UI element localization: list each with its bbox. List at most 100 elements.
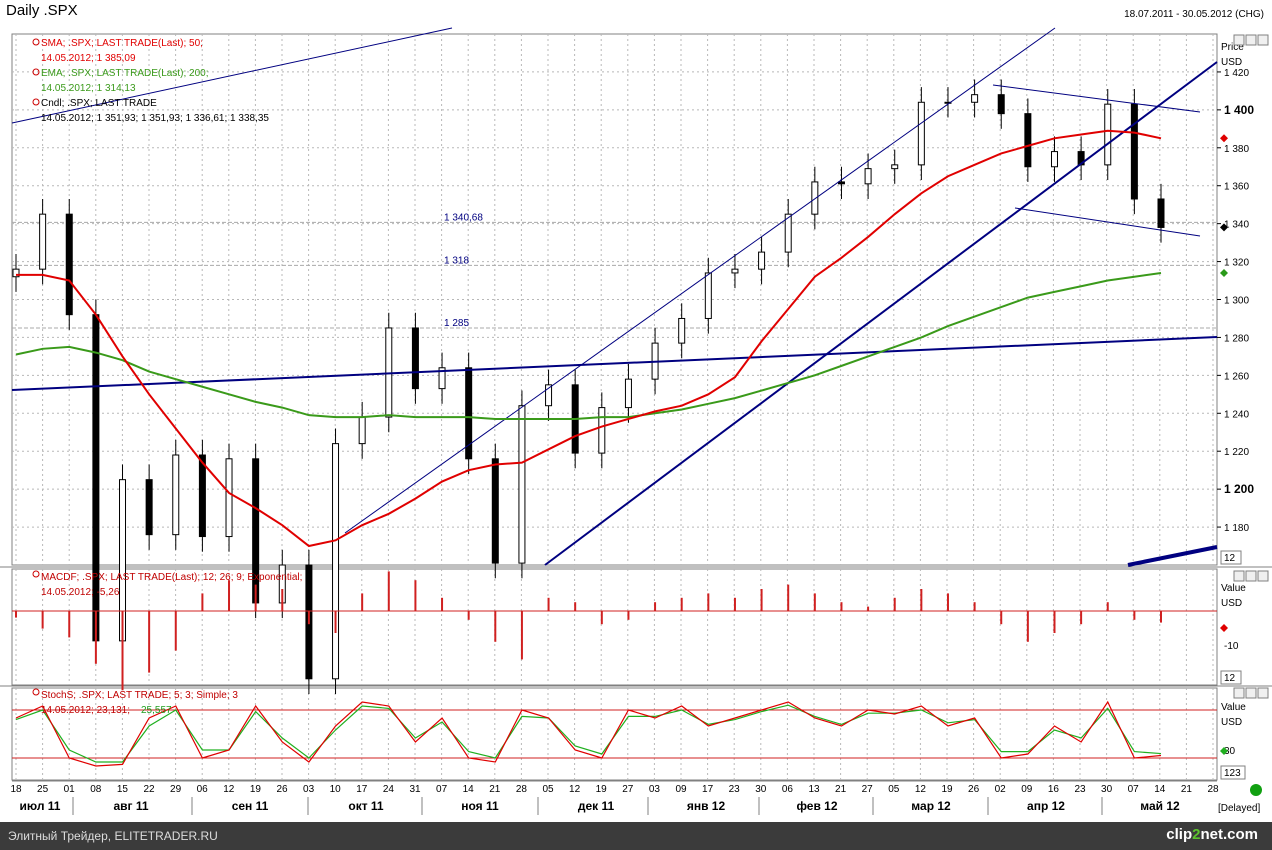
candle-body <box>1130 103 1138 200</box>
price-tick-label: 1 420 <box>1224 68 1249 79</box>
day-tick-label: 14 <box>1154 784 1166 795</box>
day-tick-label: 17 <box>702 784 714 795</box>
stoch-corner-label: 123 <box>1224 768 1241 779</box>
month-label: апр 12 <box>1027 799 1065 813</box>
candle-body <box>678 317 686 344</box>
level-label: 1 318 <box>444 255 469 266</box>
candle-body <box>864 168 872 185</box>
month-label: фев 12 <box>796 799 837 813</box>
price-tick-label: 1 240 <box>1224 409 1249 420</box>
candle-body <box>944 101 952 104</box>
stoch-tick-label: 30 <box>1224 746 1236 757</box>
day-tick-label: 21 <box>1181 784 1193 795</box>
trendline-horizontal <box>11 336 1218 391</box>
day-tick-label: 03 <box>303 784 315 795</box>
trendline-wedge-bottom <box>1014 207 1201 237</box>
candle-body <box>438 367 446 390</box>
legend-line1: SMA; .SPX; LAST TRADE(Last); 50; <box>41 38 203 49</box>
price-tick-label: 1 220 <box>1224 447 1249 458</box>
price-tick-label: 1 180 <box>1224 523 1249 534</box>
price-tick-label: 1 200 <box>1224 482 1254 496</box>
legend-icon <box>32 98 40 106</box>
ema200-line <box>15 271 1162 420</box>
day-tick-label: 05 <box>888 784 900 795</box>
trendline-bottom-right <box>1127 545 1218 567</box>
candle-body <box>332 443 340 680</box>
day-tick-label: 18 <box>10 784 22 795</box>
day-tick-label: 28 <box>516 784 528 795</box>
candle-body <box>704 272 712 319</box>
chart-title: Daily .SPX <box>6 2 78 19</box>
legend-line1: Cndl; .SPX; LAST TRADE <box>41 98 157 109</box>
price-marker <box>1220 223 1228 232</box>
day-tick-label: 06 <box>197 784 209 795</box>
day-tick-label: 21 <box>489 784 501 795</box>
candle-body <box>518 405 526 564</box>
day-tick-label: 08 <box>90 784 102 795</box>
day-tick-label: 12 <box>915 784 927 795</box>
macd-minimize-button[interactable] <box>1233 570 1245 582</box>
day-tick-label: 25 <box>37 784 49 795</box>
status-dot <box>1250 784 1262 796</box>
day-tick-label: 28 <box>1207 784 1219 795</box>
month-label: ноя 11 <box>461 799 499 813</box>
level-label: 1 285 <box>444 318 469 329</box>
month-label: май 12 <box>1140 799 1180 813</box>
price-axis-title: Price <box>1221 42 1244 53</box>
day-tick-label: 26 <box>276 784 288 795</box>
day-tick-label: 01 <box>64 784 76 795</box>
legend-icon <box>32 68 40 76</box>
macd-corner-label: 12 <box>1224 673 1236 684</box>
sma-marker <box>1220 134 1228 143</box>
day-tick-label: 21 <box>835 784 847 795</box>
chart-svg[interactable]: 18 25 01 08 15 22 29 06 12 19 26 03 10 17 24 31 07 14 21 28… <box>0 0 1272 822</box>
stoch-close-button[interactable] <box>1257 687 1269 699</box>
month-label: окт 11 <box>348 799 384 813</box>
macd-axis-unit: USD <box>1221 598 1242 609</box>
price-minimize-button[interactable] <box>1233 34 1245 46</box>
macd-legend-icon <box>32 570 40 578</box>
candle-body <box>997 94 1005 115</box>
candle-body <box>1050 151 1058 168</box>
macd-legend-line1: MACDF; .SPX; LAST TRADE(Last); 12; 26; 9… <box>41 572 302 583</box>
stoch-legend-icon <box>32 688 40 696</box>
day-tick-label: 27 <box>862 784 874 795</box>
legend-line2: 14.05.2012; 1 314,13 <box>41 83 136 94</box>
candle-body <box>598 407 606 454</box>
clip2net-logo[interactable]: clip2net.com <box>1166 826 1258 843</box>
candle-body <box>198 454 206 538</box>
stoch-axis-unit: USD <box>1221 717 1242 728</box>
price-corner-box <box>1220 550 1242 565</box>
day-tick-label: 02 <box>995 784 1007 795</box>
ema-marker <box>1220 268 1228 277</box>
month-label: янв 12 <box>687 799 726 813</box>
stoch-marker <box>1220 747 1228 755</box>
candle-body <box>917 101 925 166</box>
macd-close-button[interactable] <box>1257 570 1269 582</box>
macd-maximize-button[interactable] <box>1245 570 1257 582</box>
price-close-button[interactable] <box>1257 34 1269 46</box>
macd-panel-frame <box>11 568 1218 686</box>
candle-body <box>172 454 180 536</box>
stoch-minimize-button[interactable] <box>1233 687 1245 699</box>
candle-body <box>545 384 553 407</box>
status-label: [Delayed] <box>1218 803 1260 814</box>
level-label: 1 340,68 <box>444 212 483 223</box>
sma50-line <box>16 129 1162 548</box>
candle-body <box>225 458 233 538</box>
day-tick-label: 07 <box>436 784 448 795</box>
candle-body <box>624 378 632 409</box>
candle-body <box>1157 198 1165 228</box>
candle-body <box>39 213 47 270</box>
candle-body <box>65 213 73 316</box>
day-tick-label: 16 <box>1048 784 1060 795</box>
candle-body <box>465 367 473 460</box>
day-tick-label: 23 <box>1074 784 1086 795</box>
stoch-k-line <box>15 700 1162 767</box>
stoch-maximize-button[interactable] <box>1245 687 1257 699</box>
price-maximize-button[interactable] <box>1245 34 1257 46</box>
macd-tick-label: -10 <box>1224 641 1239 652</box>
month-label: дек 11 <box>578 799 615 813</box>
day-tick-label: 26 <box>968 784 980 795</box>
